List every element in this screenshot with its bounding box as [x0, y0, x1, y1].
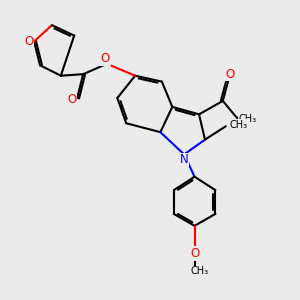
- Text: O: O: [24, 35, 33, 48]
- Text: CH₃: CH₃: [191, 266, 209, 276]
- Text: O: O: [24, 37, 33, 46]
- Text: CH₃: CH₃: [190, 266, 208, 276]
- Text: O: O: [101, 52, 110, 65]
- Text: N: N: [180, 155, 188, 165]
- Text: CH₃: CH₃: [228, 120, 246, 130]
- Text: CH₃: CH₃: [238, 114, 256, 124]
- Text: N: N: [180, 153, 189, 166]
- Text: O: O: [226, 68, 235, 81]
- Text: CH₃: CH₃: [229, 120, 247, 130]
- Text: CH₃: CH₃: [237, 114, 255, 124]
- Text: O: O: [101, 53, 110, 64]
- Text: O: O: [226, 69, 235, 79]
- Text: O: O: [190, 247, 199, 260]
- Text: O: O: [68, 94, 76, 104]
- Text: O: O: [190, 248, 199, 258]
- Text: O: O: [67, 93, 76, 106]
